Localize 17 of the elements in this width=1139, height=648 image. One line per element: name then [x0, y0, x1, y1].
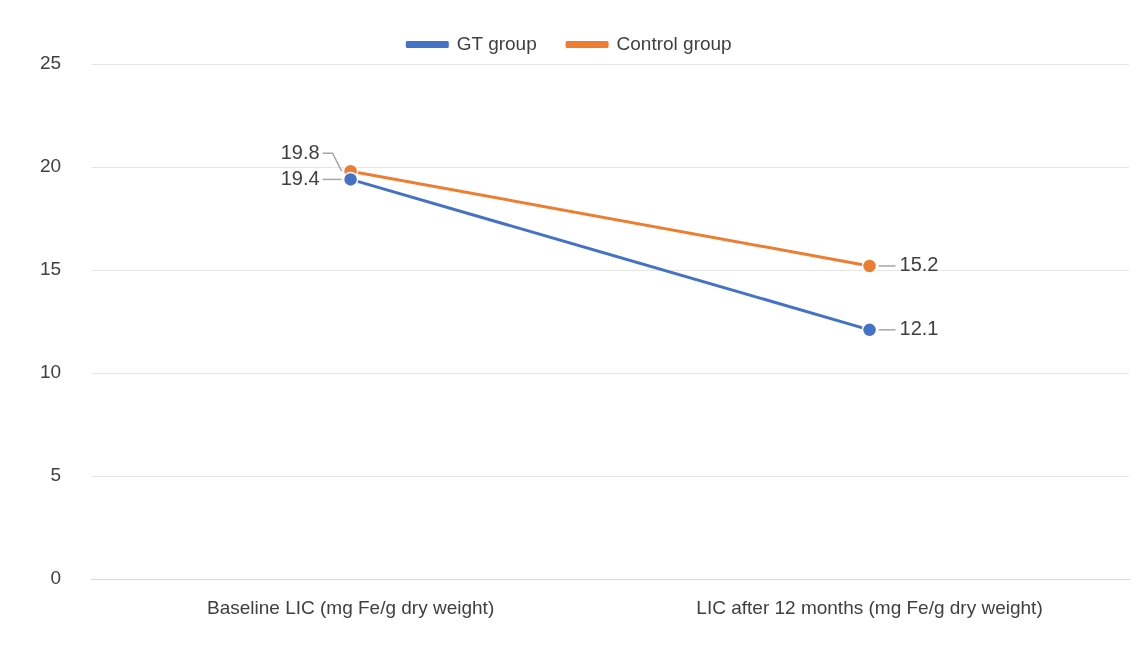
- point: [342, 171, 359, 188]
- data-label: 19.4: [280, 166, 320, 189]
- data-label: 19.8: [280, 140, 320, 163]
- x-tick-label: Baseline LIC (mg Fe/g dry weight): [206, 596, 495, 618]
- y-tick-label: 15: [39, 258, 62, 280]
- point: [861, 258, 878, 274]
- y-tick-label: 10: [39, 361, 62, 383]
- point: [861, 322, 878, 338]
- y-tick-label: 5: [50, 464, 62, 486]
- y-tick-label: 25: [39, 52, 62, 74]
- y-tick-label: 0: [50, 567, 62, 589]
- data-label: 12.1: [899, 317, 939, 340]
- data-label: 15.2: [899, 253, 939, 276]
- legend-label: Control group: [616, 32, 732, 54]
- y-tick-label: 20: [39, 155, 62, 177]
- x-tick-label: LIC after 12 months (mg Fe/g dry weight): [696, 596, 1043, 618]
- legend-label: GT group: [456, 32, 537, 54]
